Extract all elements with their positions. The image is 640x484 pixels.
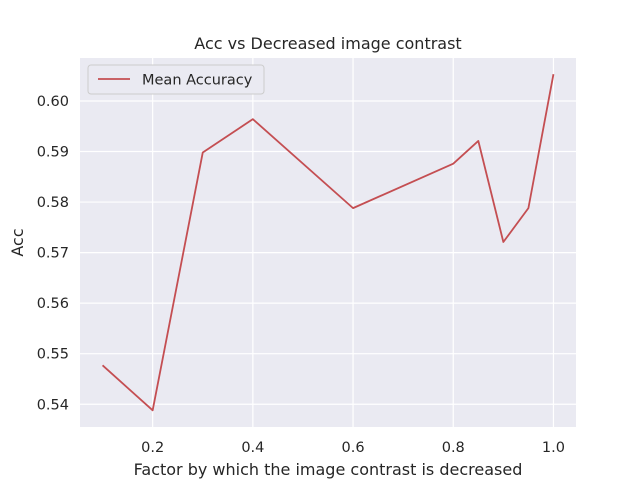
y-axis-label: Acc — [8, 228, 27, 256]
x-axis-label: Factor by which the image contrast is de… — [134, 460, 523, 479]
y-tick-label: 0.60 — [37, 94, 69, 110]
y-tick-label: 0.59 — [37, 145, 69, 161]
y-tick-label: 0.56 — [37, 296, 69, 312]
y-tick-label: 0.55 — [37, 347, 69, 363]
y-tick-label: 0.58 — [37, 195, 69, 211]
legend-entry-mean-accuracy: Mean Accuracy — [142, 73, 253, 89]
x-tick-label: 1.0 — [542, 440, 565, 456]
y-tick-label: 0.54 — [37, 397, 69, 413]
x-tick-label: 0.8 — [442, 440, 465, 456]
plot-area — [80, 58, 576, 427]
x-tick-label: 0.2 — [141, 440, 164, 456]
x-tick-label: 0.6 — [342, 440, 365, 456]
legend: Mean Accuracy — [88, 65, 264, 94]
x-tick-label: 0.4 — [241, 440, 264, 456]
chart-title: Acc vs Decreased image contrast — [194, 34, 461, 53]
y-tick-label: 0.57 — [37, 246, 69, 262]
